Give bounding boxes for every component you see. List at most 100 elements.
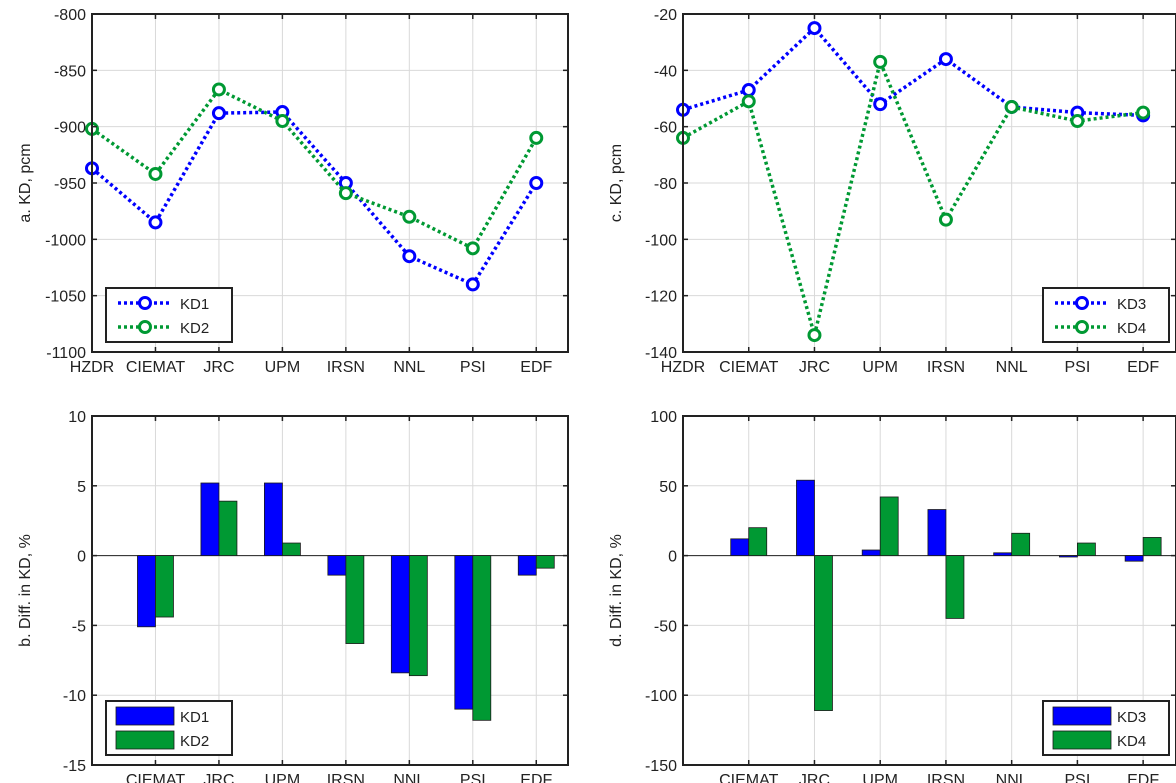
y-tick-label: -10 [63, 688, 86, 705]
data-point-kd2 [529, 130, 544, 145]
x-tick-label: CIEMAT [719, 359, 778, 376]
y-tick-label: 50 [659, 479, 677, 496]
legend-marker-kd1 [138, 296, 152, 310]
y-tick-label: -20 [654, 7, 677, 24]
x-tick-label: JRC [203, 359, 234, 376]
y-tick-label: -850 [54, 63, 86, 80]
y-tick-label: -1000 [45, 232, 86, 249]
x-tick-label: EDF [520, 772, 552, 783]
data-point-kd3 [938, 52, 953, 67]
bar-kd1 [200, 482, 220, 556]
x-tick-label: CIEMAT [126, 772, 185, 783]
y-tick-label: -800 [54, 7, 86, 24]
bar-kd2 [408, 555, 428, 677]
x-tick-label: IRSN [327, 772, 365, 783]
series-kd2 [155, 500, 555, 721]
bar-kd4 [945, 555, 965, 619]
legend-label-kd4: KD4 [1117, 733, 1146, 750]
x-tick-label: EDF [1127, 772, 1159, 783]
legend-box [1042, 287, 1170, 343]
series-line-kd2 [90, 87, 538, 251]
data-point-kd1 [465, 277, 480, 292]
bar-kd4 [1011, 532, 1031, 556]
bar-kd4 [879, 496, 899, 556]
series-kd4 [748, 496, 1162, 711]
x-tick-label: NNL [996, 772, 1028, 783]
bar-kd2 [155, 555, 174, 618]
y-axis-label: b. Diff. in KD, % [17, 534, 34, 647]
data-point-kd4 [741, 94, 756, 109]
y-tick-label: -5 [72, 618, 86, 635]
data-point-kd4 [1004, 99, 1019, 114]
x-tick-label: PSI [1065, 359, 1091, 376]
bar-kd4 [748, 527, 768, 556]
legend-marker-kd4 [1075, 320, 1089, 334]
data-point-kd4 [1136, 105, 1151, 120]
bar-kd3 [796, 479, 815, 557]
axis-ticks: 100 50 0 -50 -100 -150 CIEMAT JRC UPM IRSN NNL PSI E… [645, 409, 1176, 783]
legend-marker-kd3 [1075, 296, 1089, 310]
y-tick-label: -950 [54, 176, 86, 193]
y-tick-label: -120 [645, 289, 677, 306]
legend-label-kd3: KD3 [1117, 709, 1146, 726]
x-tick-label: NNL [996, 359, 1028, 376]
x-tick-label: PSI [460, 772, 486, 783]
y-tick-label: -150 [645, 758, 677, 775]
y-tick-label: -100 [645, 688, 677, 705]
series-kd1 [137, 482, 537, 710]
y-tick-label: -140 [645, 345, 677, 362]
y-tick-label: -900 [54, 120, 86, 137]
series-line-kd1 [90, 110, 538, 287]
bar-kd3 [730, 538, 750, 557]
data-point-kd1 [529, 176, 544, 190]
y-axis-label: c. KD, pcm [608, 144, 625, 222]
data-point-kd1 [211, 106, 226, 121]
data-point-kd2 [275, 114, 290, 129]
bar-kd3 [993, 552, 1013, 556]
y-axis-label: a. KD, pcm [17, 143, 34, 222]
bar-kd3 [1059, 555, 1078, 558]
y-tick-label: -1100 [46, 345, 86, 362]
series-kd1 [85, 105, 544, 292]
bar-kd1 [137, 555, 156, 628]
legend-swatch-kd4 [1052, 730, 1112, 750]
x-tick-label: IRSN [927, 359, 965, 376]
legend-label-kd2: KD2 [180, 733, 209, 750]
bar-kd2 [472, 555, 492, 721]
y-tick-label: 10 [68, 409, 86, 426]
data-point-kd3 [741, 83, 756, 98]
bar-kd4 [1142, 537, 1162, 557]
x-tick-label: CIEMAT [719, 772, 778, 783]
x-tick-label: PSI [460, 359, 486, 376]
legend-marker-kd2 [138, 320, 152, 334]
bar-kd3 [927, 509, 947, 557]
x-tick-label: PSI [1065, 772, 1091, 783]
y-tick-label: -1050 [45, 289, 86, 306]
data-point-kd2 [402, 209, 417, 224]
x-tick-label: HZDR [661, 359, 705, 376]
bar-kd2 [218, 500, 238, 557]
legend-label-kd1: KD1 [180, 296, 209, 313]
bar-kd1 [517, 555, 537, 576]
legend-swatch-kd3 [1052, 706, 1112, 726]
series-kd4 [676, 54, 1151, 343]
legend-box [105, 287, 233, 343]
x-tick-label: EDF [520, 359, 552, 376]
y-tick-label: 5 [77, 479, 86, 496]
data-point-kd3 [873, 97, 888, 112]
legend-label-kd2: KD2 [180, 320, 209, 337]
data-point-kd2 [211, 82, 226, 97]
legend-label-kd1: KD1 [180, 709, 209, 726]
bar-kd1 [263, 482, 283, 556]
y-tick-label: 0 [668, 549, 677, 566]
y-tick-label: -15 [63, 758, 86, 775]
data-point-kd2 [465, 241, 480, 256]
data-point-kd4 [873, 54, 888, 69]
data-point-kd1 [402, 249, 417, 264]
x-tick-label: UPM [265, 772, 301, 783]
